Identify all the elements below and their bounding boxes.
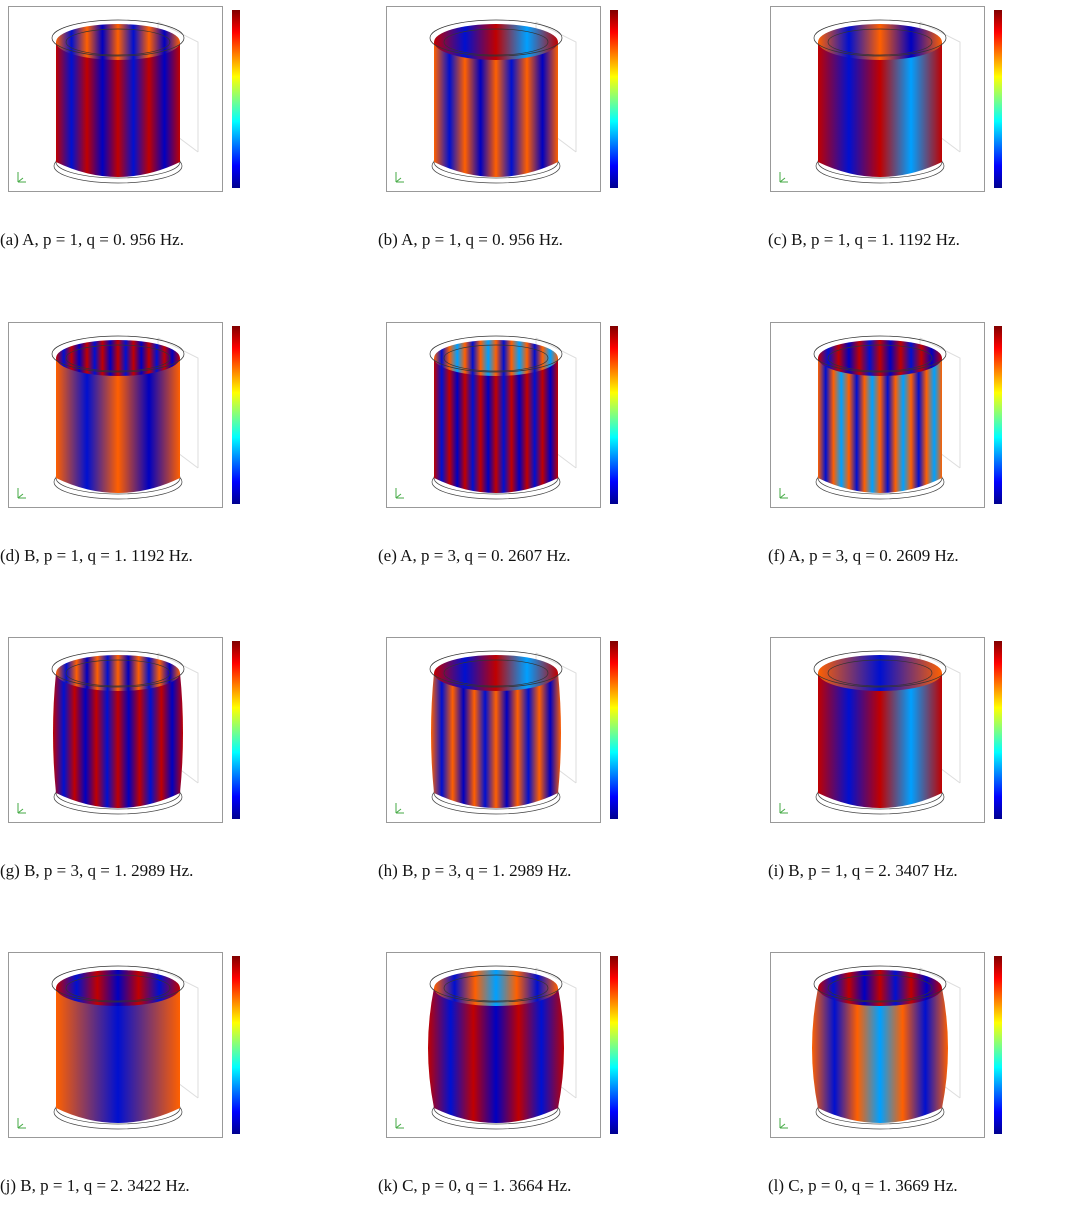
colorbar bbox=[232, 10, 240, 188]
axis-triad bbox=[395, 1118, 404, 1129]
cylinder-rim bbox=[443, 659, 549, 687]
wire-top bbox=[813, 650, 947, 688]
cylinder-top bbox=[56, 24, 180, 60]
cylinder-top bbox=[434, 24, 558, 60]
subfigure-plot bbox=[386, 6, 618, 192]
cylinder-body bbox=[431, 673, 561, 808]
cylinder-body bbox=[56, 988, 180, 1123]
subfigure-plot bbox=[770, 952, 1002, 1138]
wire-top bbox=[51, 335, 185, 373]
axis-triad bbox=[17, 1118, 26, 1129]
subfigure-plot bbox=[770, 637, 1002, 823]
cylinder-rim bbox=[65, 344, 171, 372]
wire-top bbox=[429, 335, 563, 373]
cylinder-rim bbox=[443, 28, 549, 56]
subfigure-caption: (e) A, p = 3, q = 0. 2607 Hz. bbox=[378, 546, 571, 565]
cylinder-body bbox=[434, 42, 558, 177]
subfigure-plot bbox=[8, 637, 240, 823]
colorbar bbox=[232, 326, 240, 504]
axis-triad bbox=[17, 172, 26, 183]
cylinder-body bbox=[818, 358, 942, 493]
subfigure-caption: (h) B, p = 3, q = 1. 2989 Hz. bbox=[378, 861, 572, 880]
cylinder-top bbox=[818, 340, 942, 376]
subfigure-plot bbox=[8, 6, 240, 192]
cylinder-body bbox=[53, 673, 183, 808]
cylinder-top bbox=[818, 655, 942, 691]
axis-triad bbox=[779, 803, 788, 814]
cylinder-body bbox=[56, 358, 180, 493]
cylinder-body bbox=[434, 358, 558, 493]
colorbar bbox=[610, 641, 618, 819]
axis-triad bbox=[779, 488, 788, 499]
wire-top bbox=[51, 965, 185, 1003]
cylinder-top bbox=[818, 970, 942, 1006]
cylinder-rim bbox=[827, 28, 933, 56]
cylinder-rim bbox=[827, 974, 933, 1002]
axis-triad bbox=[17, 803, 26, 814]
subfigure-plot bbox=[386, 637, 618, 823]
colorbar bbox=[610, 326, 618, 504]
subfigure-plot bbox=[386, 952, 618, 1138]
colorbar bbox=[994, 956, 1002, 1134]
cylinder-body bbox=[818, 673, 942, 808]
subfigure-caption: (c) B, p = 1, q = 1. 1192 Hz. bbox=[768, 230, 960, 249]
subfigure-caption: (i) B, p = 1, q = 2. 3407 Hz. bbox=[768, 861, 958, 880]
cylinder-body bbox=[56, 42, 180, 177]
cylinder-top bbox=[434, 340, 558, 376]
wire-top bbox=[51, 19, 185, 57]
cylinder-top bbox=[56, 340, 180, 376]
cylinder-rim bbox=[827, 659, 933, 687]
axis-triad bbox=[17, 488, 26, 499]
subfigure-caption: (f) A, p = 3, q = 0. 2609 Hz. bbox=[768, 546, 959, 565]
subfigure-plot bbox=[8, 322, 240, 508]
cylinder-top bbox=[56, 655, 180, 691]
subfigure-caption: (a) A, p = 1, q = 0. 956 Hz. bbox=[0, 230, 184, 249]
wire-top bbox=[813, 965, 947, 1003]
colorbar bbox=[232, 641, 240, 819]
cylinder-rim bbox=[443, 974, 549, 1002]
axis-triad bbox=[779, 172, 788, 183]
cylinder-rim bbox=[827, 344, 933, 372]
axis-triad bbox=[395, 488, 404, 499]
axis-triad bbox=[779, 1118, 788, 1129]
colorbar bbox=[994, 326, 1002, 504]
cylinder-rim bbox=[65, 28, 171, 56]
wire-top bbox=[429, 19, 563, 57]
wire-top bbox=[51, 650, 185, 688]
wire-top bbox=[813, 335, 947, 373]
wire-top bbox=[813, 19, 947, 57]
subfigure-caption: (l) C, p = 0, q = 1. 3669 Hz. bbox=[768, 1176, 958, 1195]
cylinder-body bbox=[812, 988, 948, 1123]
subfigure-plot bbox=[770, 322, 1002, 508]
wire-top bbox=[429, 965, 563, 1003]
subfigure-caption: (k) C, p = 0, q = 1. 3664 Hz. bbox=[378, 1176, 572, 1195]
cylinder-top bbox=[818, 24, 942, 60]
colorbar bbox=[610, 956, 618, 1134]
subfigure-plot bbox=[770, 6, 1002, 192]
subfigure-caption: (j) B, p = 1, q = 2. 3422 Hz. bbox=[0, 1176, 190, 1195]
colorbar bbox=[610, 10, 618, 188]
subfigure-caption: (d) B, p = 1, q = 1. 1192 Hz. bbox=[0, 546, 193, 565]
wire-top bbox=[429, 650, 563, 688]
subfigure-plot bbox=[386, 322, 618, 508]
cylinder-body bbox=[818, 42, 942, 177]
subfigure-caption: (b) A, p = 1, q = 0. 956 Hz. bbox=[378, 230, 563, 249]
colorbar bbox=[994, 641, 1002, 819]
colorbar bbox=[994, 10, 1002, 188]
cylinder-top bbox=[56, 970, 180, 1006]
cylinder-top bbox=[434, 655, 558, 691]
subfigure-plot bbox=[8, 952, 240, 1138]
axis-triad bbox=[395, 172, 404, 183]
cylinder-rim bbox=[65, 974, 171, 1002]
axis-triad bbox=[395, 803, 404, 814]
colorbar bbox=[232, 956, 240, 1134]
cylinder-rim bbox=[443, 344, 549, 372]
cylinder-rim bbox=[65, 659, 171, 687]
cylinder-top bbox=[434, 970, 558, 1006]
subfigure-caption: (g) B, p = 3, q = 1. 2989 Hz. bbox=[0, 861, 194, 880]
cylinder-body bbox=[428, 988, 564, 1123]
